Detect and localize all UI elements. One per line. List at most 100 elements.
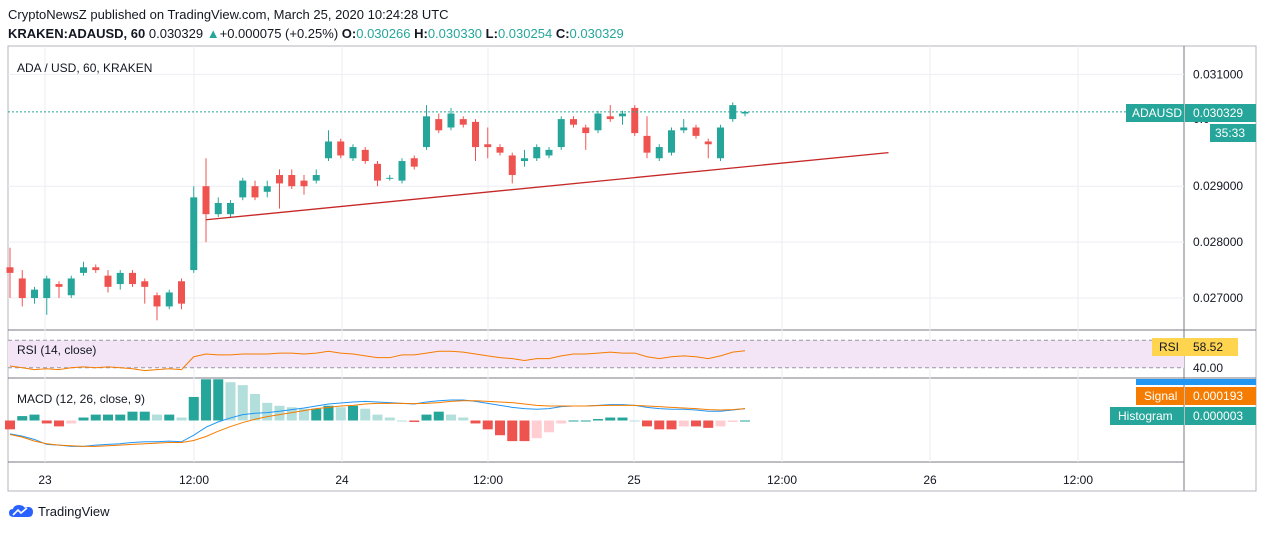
candle-body xyxy=(717,127,724,159)
symbol-tag-bg xyxy=(1126,104,1184,122)
histogram-bar xyxy=(691,420,701,427)
signal-tag: Signal xyxy=(1144,389,1177,403)
candle-body xyxy=(557,119,565,148)
candle-body xyxy=(325,141,332,159)
symbol: KRAKEN:ADAUSD, 60 xyxy=(8,26,146,41)
candle-body xyxy=(141,281,149,287)
time-tick-label: 12:00 xyxy=(473,473,503,487)
histogram-bar xyxy=(360,408,371,421)
candle-body xyxy=(472,121,479,148)
low-label: L: xyxy=(485,26,498,41)
histogram-bar xyxy=(580,420,591,422)
candle-body xyxy=(55,284,63,287)
rsi-line xyxy=(9,350,746,372)
high-label: H: xyxy=(414,26,428,41)
histogram-bar xyxy=(66,420,77,424)
candle-body xyxy=(300,180,308,187)
candle-body xyxy=(349,147,357,159)
main-pane-title: ADA / USD, 60, KRAKEN xyxy=(17,61,152,75)
trendline-group[interactable] xyxy=(205,152,889,221)
candle-body xyxy=(545,149,553,156)
candle-body xyxy=(410,158,418,167)
histogram-bar xyxy=(225,382,236,421)
histogram-bar xyxy=(544,420,554,433)
histogram-bar xyxy=(41,420,52,424)
last-price: 0.030329 xyxy=(148,26,204,41)
candle-body xyxy=(423,116,430,148)
rsi-tick-label: 40.00 xyxy=(1193,361,1223,375)
histogram-bar xyxy=(78,417,89,421)
candle-body xyxy=(594,113,602,131)
rsi-pane-title: RSI (14, close) xyxy=(17,343,96,357)
candle-body xyxy=(251,186,259,198)
candle-body xyxy=(190,197,198,271)
histogram-tag: Histogram xyxy=(1118,409,1173,423)
macd-line xyxy=(9,399,746,447)
candle-body xyxy=(67,278,75,296)
histogram-bar xyxy=(152,414,162,421)
histogram-bar xyxy=(201,379,211,421)
price-tick-label: 0.027000 xyxy=(1193,291,1243,305)
histogram-bar xyxy=(678,420,689,427)
histogram-bar xyxy=(433,411,444,421)
histogram-bar xyxy=(654,420,665,430)
histogram-bar xyxy=(446,414,456,421)
candle-body xyxy=(435,119,443,131)
candle-body xyxy=(153,295,161,307)
tradingview-brand: TradingView xyxy=(38,503,110,519)
histogram-bar xyxy=(323,405,334,421)
histogram-bar xyxy=(470,420,481,424)
histogram-bar xyxy=(372,414,383,421)
candle-body xyxy=(386,177,394,179)
histogram-bar xyxy=(703,420,714,428)
candle-body xyxy=(374,163,381,181)
candle-body xyxy=(6,267,14,273)
histogram-bar xyxy=(90,414,101,421)
symbol-tag: ADAUSD xyxy=(1132,106,1182,120)
histogram-bar xyxy=(213,379,224,421)
candle-body xyxy=(582,127,590,134)
tradingview-logo[interactable]: TradingView xyxy=(8,503,110,519)
candle-body xyxy=(459,119,467,125)
time-tick-label: 23 xyxy=(38,473,52,487)
grid xyxy=(8,46,1184,462)
candle-body xyxy=(239,180,247,198)
histogram-bar xyxy=(593,419,603,421)
candle-body xyxy=(312,175,320,181)
candles xyxy=(6,102,1184,321)
time-tick-label: 24 xyxy=(335,473,349,487)
histogram-bar xyxy=(531,420,542,439)
macd-tag-bg xyxy=(1136,379,1256,385)
histogram-bar xyxy=(311,408,322,421)
histogram-bar xyxy=(519,420,530,442)
macd-value-labels: Signal 0.000193 Histogram 0.000003 xyxy=(1110,379,1256,425)
candle-body xyxy=(704,141,712,145)
candle-body xyxy=(18,278,26,299)
axes: 0.0310000.0290000.0280000.0270000.02312:… xyxy=(38,67,1243,487)
histogram-bar xyxy=(495,420,505,436)
histogram-bar xyxy=(29,414,40,421)
histogram-bar xyxy=(617,417,628,421)
candle-body xyxy=(398,161,406,181)
candle-body xyxy=(263,186,271,192)
histogram-bar xyxy=(642,420,652,427)
price-tag-bg xyxy=(1185,104,1256,122)
histogram-bar xyxy=(127,411,138,421)
candle-body xyxy=(741,111,749,114)
candle-body xyxy=(484,144,492,148)
histogram-bar xyxy=(115,414,126,421)
histogram-bar xyxy=(384,417,395,421)
macd-group xyxy=(5,379,750,447)
histogram-bar xyxy=(727,420,738,422)
time-tick-label: 12:00 xyxy=(767,473,797,487)
histogram-bar xyxy=(605,417,616,421)
histogram-bar xyxy=(335,407,346,421)
candle-body xyxy=(202,186,210,215)
candle-body xyxy=(570,119,577,125)
histogram-value-bg xyxy=(1185,407,1256,425)
close-value: 0.030329 xyxy=(569,26,624,41)
histogram-bar xyxy=(188,396,199,421)
time-tick-label: 26 xyxy=(923,473,937,487)
signal-value: 0.000193 xyxy=(1193,389,1243,403)
